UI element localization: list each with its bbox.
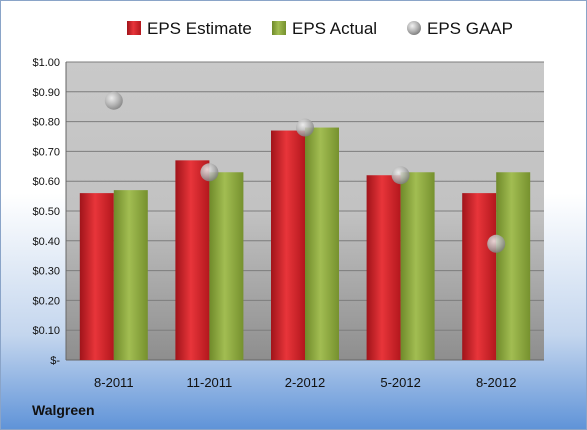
bar-eps-estimate	[175, 160, 210, 360]
point-eps-gaap	[104, 91, 123, 110]
x-tick-label: 11-2011	[187, 375, 233, 390]
x-tick-label: 5-2012	[380, 375, 420, 390]
bar-eps-actual	[400, 172, 435, 360]
bar-eps-actual	[496, 172, 531, 360]
x-tick-label: 8-2011	[94, 375, 134, 390]
legend-swatch	[272, 21, 286, 35]
bars	[79, 127, 531, 360]
company-label: Walgreen	[32, 402, 95, 418]
legend-label: EPS Actual	[292, 19, 377, 38]
y-tick-label: $0.20	[32, 295, 60, 307]
bar-eps-actual	[113, 190, 148, 360]
y-axis-ticks: $- $0.10 $0.20 $0.30 $0.40 $0.50 $0.60 $0.70 $0.…	[32, 57, 60, 367]
point-eps-gaap	[391, 166, 410, 185]
y-tick-label: $0.40	[32, 236, 60, 248]
gaap-points	[104, 91, 506, 253]
point-eps-gaap	[200, 163, 219, 182]
legend: EPS Estimate EPS Actual EPS GAAP	[127, 19, 513, 38]
legend-swatch	[127, 21, 141, 35]
bar-eps-estimate	[366, 175, 401, 360]
bar-eps-estimate	[462, 193, 497, 360]
y-tick-label: $0.70	[32, 146, 60, 158]
y-tick-label: $0.80	[32, 117, 60, 129]
y-tick-label: $0.60	[32, 176, 60, 188]
y-tick-label: $0.10	[32, 325, 60, 337]
legend-swatch	[407, 21, 421, 35]
bar-eps-actual	[209, 172, 244, 360]
legend-label: EPS Estimate	[147, 19, 252, 38]
y-tick-label: $0.90	[32, 87, 60, 99]
y-tick-label: $0.30	[32, 266, 60, 278]
legend-label: EPS GAAP	[427, 19, 513, 38]
point-eps-gaap	[296, 118, 314, 137]
y-tick-label: $-	[50, 355, 60, 367]
x-tick-label: 8-2012	[476, 375, 516, 390]
x-tick-label: 2-2012	[285, 375, 325, 390]
y-tick-label: $0.50	[32, 206, 60, 218]
bar-eps-actual	[305, 127, 339, 360]
point-eps-gaap	[487, 234, 506, 253]
bar-eps-estimate	[79, 193, 114, 360]
y-tick-label: $1.00	[32, 57, 60, 69]
bar-eps-estimate	[271, 130, 305, 360]
x-axis-labels: 8-2011 11-2011 2-2012 5-2012 8-2012	[94, 375, 516, 390]
